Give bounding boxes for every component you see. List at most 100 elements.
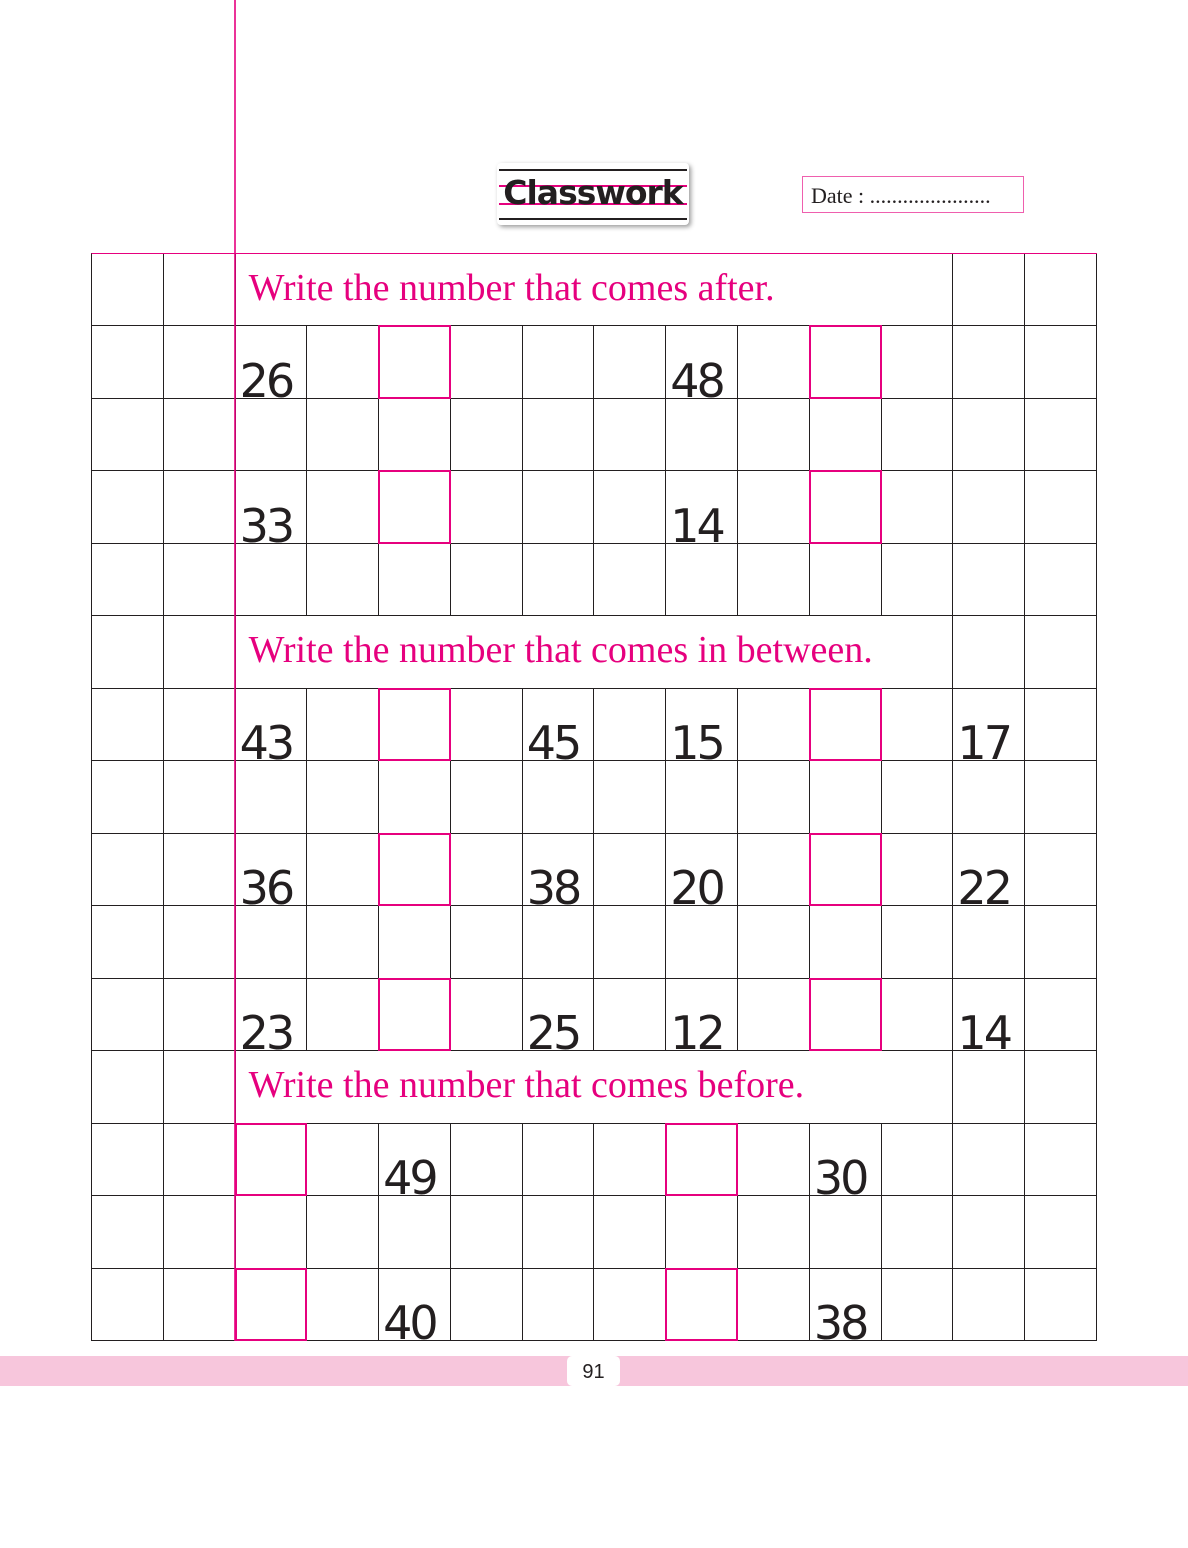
grid-cell xyxy=(953,1268,1026,1341)
date-field[interactable]: Date : ...................... xyxy=(802,176,1024,213)
instruction-text: Write the number that comes before. xyxy=(235,1051,954,1124)
grid-cell xyxy=(738,761,810,834)
answer-box[interactable] xyxy=(234,1122,308,1197)
answer-box[interactable] xyxy=(808,687,882,762)
grid-cell xyxy=(594,978,667,1052)
answer-box[interactable] xyxy=(234,1267,308,1341)
grid-cell xyxy=(665,1267,739,1341)
grid-cell xyxy=(450,1123,523,1197)
answer-box[interactable] xyxy=(378,325,451,399)
given-number: 26 xyxy=(239,353,296,408)
answer-box[interactable] xyxy=(378,470,451,544)
grid-cell xyxy=(1025,471,1097,544)
grid-cell xyxy=(450,471,523,544)
given-number: 48 xyxy=(670,353,726,408)
classwork-title: Classwork xyxy=(503,173,683,212)
grid-cell xyxy=(1025,616,1097,689)
grid-cell xyxy=(92,326,164,399)
grid-cell xyxy=(808,687,882,762)
answer-box[interactable] xyxy=(378,977,451,1052)
grid-cell xyxy=(738,1196,810,1269)
given-number: 45 xyxy=(526,716,583,771)
answer-box[interactable] xyxy=(378,687,451,762)
grid-cell xyxy=(163,543,236,617)
grid-cell xyxy=(666,398,739,472)
grid-cell: 33 xyxy=(235,471,308,549)
grid-cell xyxy=(1025,1268,1097,1341)
grid-cell xyxy=(235,398,308,472)
grid-cell xyxy=(378,977,451,1052)
grid-cell xyxy=(881,543,954,617)
grid-cell xyxy=(163,833,236,907)
grid-cell xyxy=(738,1123,810,1197)
grid-cell xyxy=(450,761,523,834)
grid-cell: 17 xyxy=(953,688,1026,766)
grid-cell: 43 xyxy=(235,688,308,766)
grid-cell xyxy=(163,326,236,399)
grid-cell xyxy=(953,254,1026,327)
grid-cell xyxy=(953,543,1026,617)
grid-cell xyxy=(738,906,810,979)
grid-cell xyxy=(594,1123,667,1197)
grid-cell xyxy=(594,761,667,834)
grid-cell xyxy=(450,398,523,472)
grid-cell xyxy=(235,761,308,834)
grid-cell xyxy=(163,978,236,1052)
grid-cell: 12 xyxy=(666,978,739,1056)
grid-cell xyxy=(450,543,523,617)
answer-box[interactable] xyxy=(665,1122,739,1197)
grid-cell xyxy=(163,254,236,327)
grid-cell xyxy=(1025,326,1097,399)
answer-box[interactable] xyxy=(808,832,882,907)
answer-box[interactable] xyxy=(665,1267,739,1341)
grid-cell xyxy=(92,833,164,907)
grid-cell xyxy=(881,398,954,472)
grid-cell xyxy=(1025,1051,1097,1124)
grid-cell xyxy=(450,1196,523,1269)
grid-cell xyxy=(522,326,595,399)
given-number: 30 xyxy=(813,1151,870,1206)
grid-cell xyxy=(594,543,667,617)
grid-cell xyxy=(881,1123,954,1197)
grid-cell xyxy=(92,688,164,762)
grid-cell xyxy=(809,906,882,979)
grid-cell xyxy=(522,1268,595,1341)
grid-cell xyxy=(953,906,1026,979)
grid-cell xyxy=(808,832,882,907)
grid-cell xyxy=(594,688,667,762)
grid-cell xyxy=(738,978,810,1052)
given-number: 15 xyxy=(670,716,726,771)
answer-box[interactable] xyxy=(378,832,451,907)
grid-cell xyxy=(307,326,380,399)
grid-cell xyxy=(92,1051,164,1124)
grid-cell: 49 xyxy=(379,1123,451,1201)
answer-box[interactable] xyxy=(808,977,882,1052)
answer-box[interactable] xyxy=(808,470,882,544)
grid-cell xyxy=(953,398,1026,472)
grid-cell xyxy=(235,906,308,979)
grid-cell xyxy=(953,761,1026,834)
grid-cell xyxy=(163,1196,236,1269)
grid-cell xyxy=(953,1051,1026,1124)
grid-cell xyxy=(594,398,667,472)
grid-cell xyxy=(450,978,523,1052)
grid-cell xyxy=(235,543,308,617)
grid-cell: 22 xyxy=(953,833,1026,911)
grid-cell xyxy=(522,1196,595,1269)
grid-cell xyxy=(594,833,667,907)
grid-cell xyxy=(1025,398,1097,472)
grid-cell xyxy=(307,398,380,472)
grid-cell xyxy=(379,543,451,617)
grid-cell xyxy=(522,761,595,834)
grid-cell xyxy=(1025,978,1097,1052)
grid-cell xyxy=(522,471,595,544)
grid-cell xyxy=(307,1123,380,1197)
grid-cell xyxy=(953,1196,1026,1269)
grid-cell xyxy=(594,1196,667,1269)
grid-cell xyxy=(92,978,164,1052)
margin-line xyxy=(234,0,236,1341)
instruction-text: Write the number that comes in between. xyxy=(235,616,954,689)
grid-cell xyxy=(234,1122,308,1197)
answer-box[interactable] xyxy=(808,325,882,399)
